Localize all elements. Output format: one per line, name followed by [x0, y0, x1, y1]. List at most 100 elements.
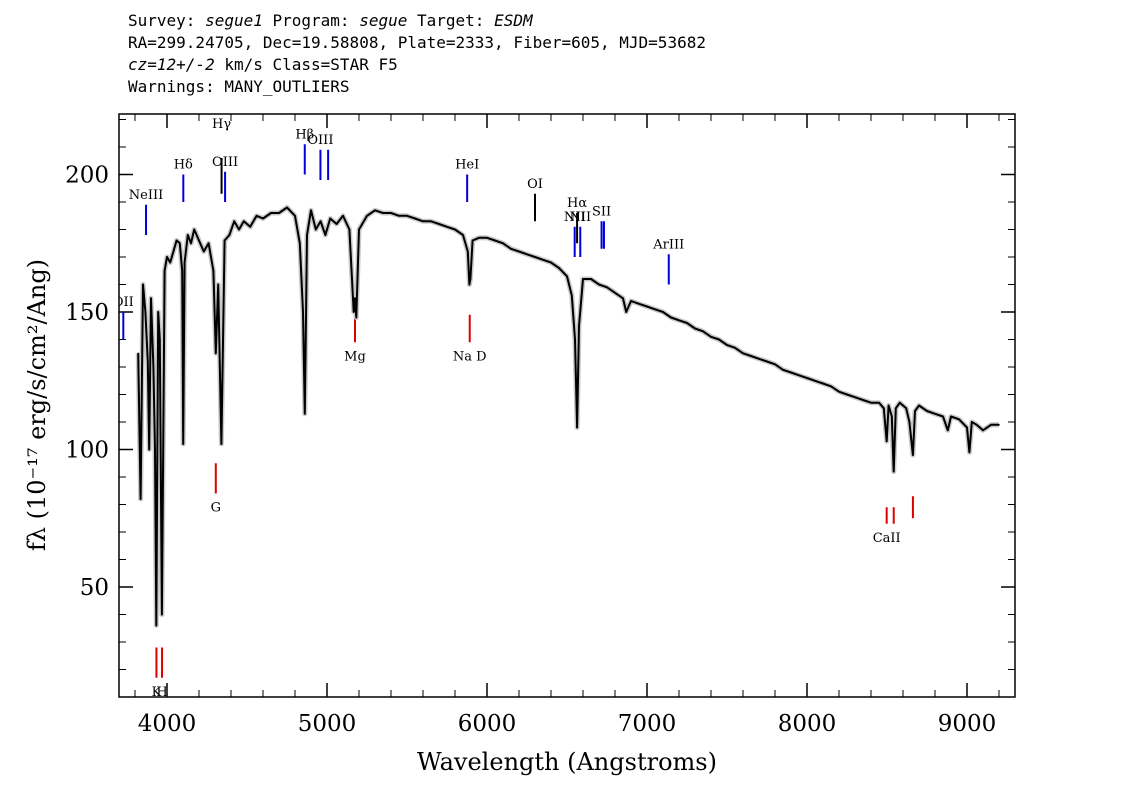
spectrum-point — [630, 300, 632, 302]
spectrum-point — [798, 374, 800, 377]
spectrum-point — [148, 448, 150, 451]
spectrum-point — [335, 223, 338, 225]
spectrum-point — [139, 498, 142, 500]
spectrum-point — [255, 215, 258, 217]
spectrum-point — [183, 261, 186, 264]
spectrum-point — [582, 278, 584, 280]
spectrum-point — [358, 228, 360, 231]
plot-frame — [118, 113, 1016, 698]
spectrum-point — [638, 303, 640, 305]
spectrum-point — [228, 234, 231, 236]
spectrum-point — [862, 399, 864, 401]
line-marker-label: Hγ — [212, 117, 231, 132]
spectrum-point — [310, 209, 312, 212]
spectrum-point — [494, 239, 496, 242]
spectrum-point — [286, 206, 288, 209]
spectrum-point — [822, 382, 824, 385]
spectrum-point — [238, 228, 240, 231]
spectrum-point — [278, 212, 280, 214]
spectrum-point — [912, 454, 914, 456]
spectrum-point — [914, 410, 916, 412]
spectrum-point — [654, 308, 656, 311]
spectrum-point — [918, 404, 920, 407]
spectrum-point — [249, 226, 251, 228]
survey-value: segue1 — [205, 11, 263, 30]
spectrum-point — [212, 270, 215, 272]
spectrum-point — [678, 319, 680, 322]
spectrum-point — [971, 421, 973, 423]
line-marker-label: OII — [113, 295, 134, 310]
y-axis-title: fλ (10⁻¹⁷ erg/s/cm²/Ang) — [23, 259, 51, 551]
spectrum-point — [446, 226, 448, 228]
line-marker-label: Hδ — [174, 158, 193, 173]
spectrum-point — [606, 286, 608, 289]
spectrum-point — [181, 270, 183, 272]
line-marker-label: HeI — [455, 158, 479, 173]
y-tick-label: 100 — [65, 438, 109, 464]
spectrum-point — [262, 217, 264, 220]
spectrum-point — [220, 443, 223, 445]
spectrum-point — [734, 347, 736, 349]
target-label: Target: — [407, 11, 495, 30]
spectrum-point — [454, 228, 456, 231]
spectrum-point — [223, 239, 226, 242]
spectrum-point — [830, 385, 832, 388]
spectrum-point — [438, 223, 440, 225]
spectrum-point — [578, 325, 580, 327]
y-tick-label: 200 — [65, 163, 109, 189]
spectrum-point — [574, 338, 576, 341]
spectrum-point — [947, 429, 949, 432]
spectrum-point — [622, 297, 624, 300]
spectrum-point — [838, 390, 840, 393]
spectrum-point — [169, 261, 171, 264]
spectrum-point — [782, 369, 784, 371]
spectrum-point — [766, 360, 768, 363]
spectrum-point — [398, 215, 400, 217]
spectrum-point — [790, 371, 792, 374]
header-redshift-line: cz=12+/-2 km/s Class=STAR F5 — [128, 54, 1028, 76]
line-marker-label: NII — [569, 210, 591, 225]
spectrum-point — [899, 401, 901, 404]
spectrum-point — [814, 380, 816, 382]
spectrum-point — [154, 448, 156, 451]
spectrum-point — [598, 283, 600, 286]
line-marker-label: K — [152, 685, 162, 700]
line-marker-label: NII — [564, 210, 586, 225]
spectrum-point — [198, 239, 200, 242]
spectrum-point — [686, 322, 688, 324]
spectrum-point — [355, 316, 358, 319]
y-tick-label: 50 — [80, 575, 109, 601]
spectrum-point — [462, 234, 464, 236]
spectrum-point — [175, 239, 178, 242]
line-marker-label: Na D — [453, 349, 487, 364]
spectrum-point — [742, 352, 744, 355]
line-marker-label: OIII — [212, 155, 238, 170]
spectrum-point — [908, 421, 911, 423]
spectrum-point — [390, 212, 392, 214]
spectrum-point — [193, 228, 195, 231]
spectrum-point — [155, 624, 158, 627]
spectrum-point — [758, 358, 760, 360]
spectrum-point — [571, 294, 573, 297]
spectrum-point — [157, 311, 159, 313]
spectrum-point — [172, 250, 175, 253]
x-tick-label: 7000 — [618, 711, 677, 737]
spectrum-point — [215, 352, 217, 355]
spectrum-point — [774, 363, 776, 366]
target-value: ESDM — [494, 11, 533, 30]
header-coordinates-line: RA=299.24705, Dec=19.58808, Plate=2333, … — [128, 33, 706, 52]
header-survey-line: Survey: segue1 Program: segue Target: ES… — [128, 10, 1028, 32]
spectrum-point — [207, 242, 210, 245]
spectrum-point — [526, 253, 528, 256]
line-marker-label: Hα — [567, 196, 587, 211]
spectrum-point — [975, 424, 978, 426]
spectrum-point — [315, 228, 317, 231]
spectrum-point — [161, 613, 163, 616]
spectrum-point — [304, 413, 306, 415]
redshift-value: cz=12+/-2 — [128, 55, 215, 74]
spectrum-point — [625, 311, 627, 313]
x-tick-label: 8000 — [778, 711, 837, 737]
spectrum-point — [646, 305, 648, 308]
line-marker-label: CaII — [873, 531, 901, 546]
